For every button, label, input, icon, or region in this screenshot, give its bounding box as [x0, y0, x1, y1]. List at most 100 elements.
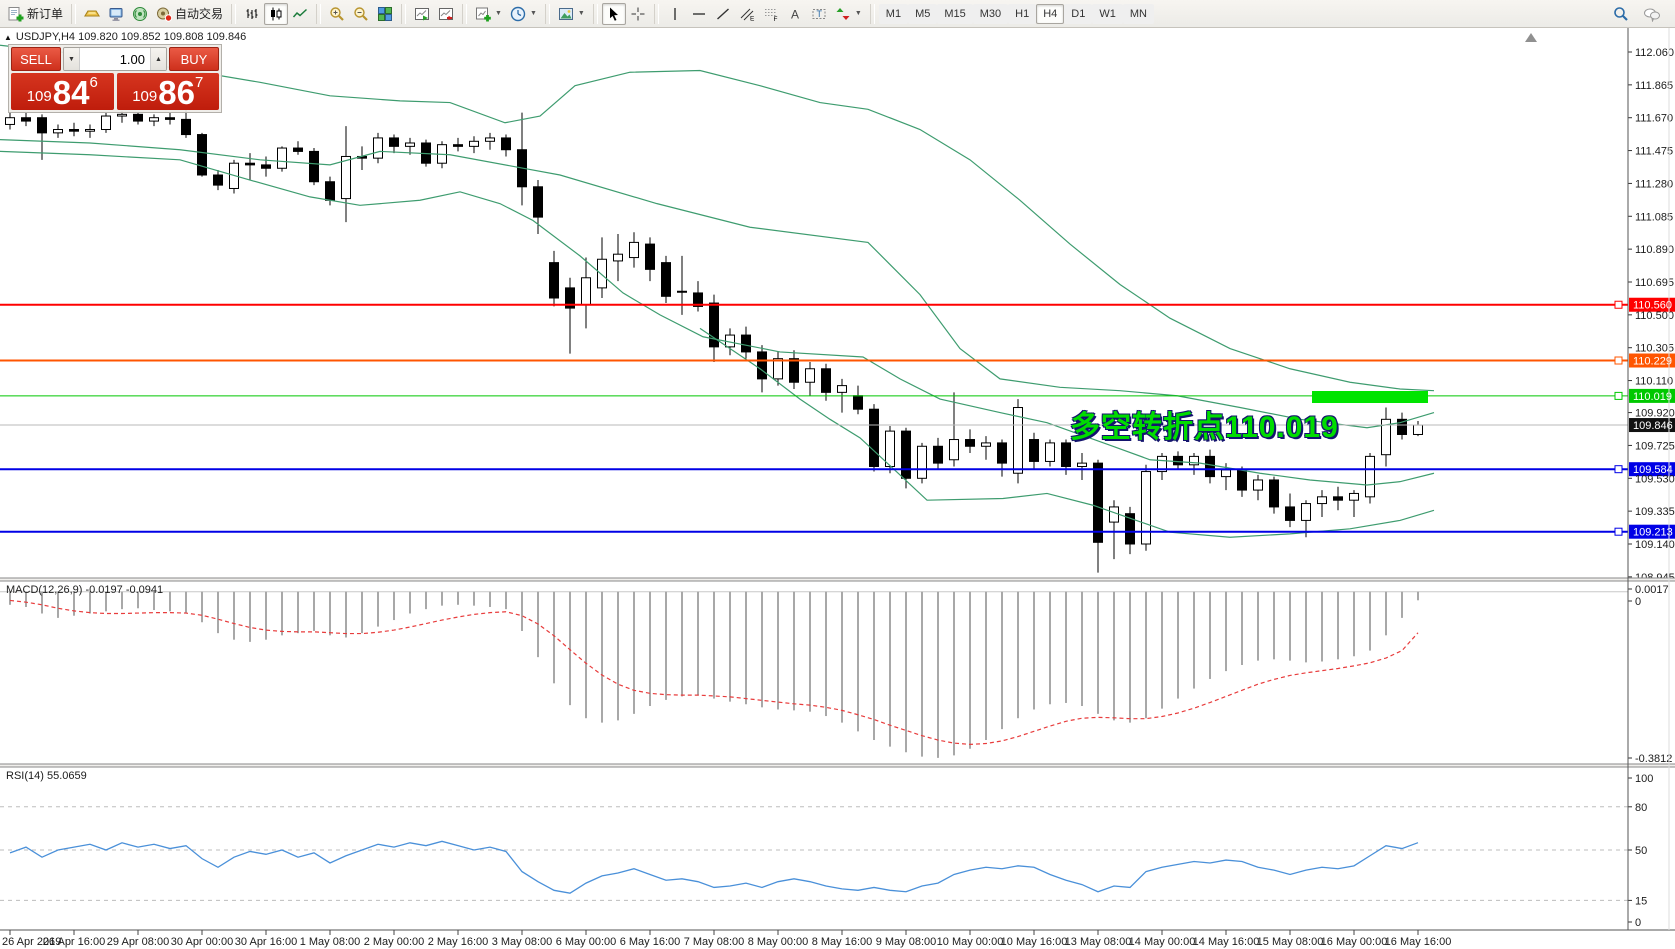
line-handle[interactable]: [1614, 356, 1623, 365]
crosshair-button[interactable]: [626, 3, 650, 25]
time-tick-label: 26 Apr 2019: [2, 936, 61, 948]
chat-button[interactable]: [1639, 3, 1665, 25]
bar-chart-button[interactable]: [240, 3, 264, 25]
timeframe-m15-button[interactable]: M15: [937, 3, 973, 24]
signals-button[interactable]: [128, 3, 152, 25]
price-tick-label: 109.335: [1635, 506, 1675, 518]
candlestick-chart-button[interactable]: [264, 2, 289, 25]
bear-candle: [693, 292, 703, 307]
volume-decrease-button[interactable]: ▼: [64, 48, 80, 70]
equidistant-channel-button[interactable]: E: [735, 3, 759, 25]
buy-button[interactable]: BUY: [169, 47, 219, 71]
window-menu-icon[interactable]: ▲: [4, 33, 12, 42]
bars-icon: [246, 8, 258, 19]
new-order-button[interactable]: 新订单: [4, 3, 67, 25]
auto-scroll-button[interactable]: [410, 3, 434, 25]
text-label-button[interactable]: T: [807, 3, 831, 25]
volume-input[interactable]: [80, 48, 150, 70]
bull-candle: [1189, 455, 1199, 466]
chart-shift-marker[interactable]: [1525, 33, 1537, 42]
rsi-axis-label: 100: [1635, 773, 1653, 785]
bear-candle: [1205, 455, 1215, 478]
pane-divider[interactable]: [0, 578, 1675, 581]
zoom-in-button[interactable]: [325, 3, 349, 25]
metaeditor-button[interactable]: [104, 3, 128, 25]
time-tick-label: 10 May 00:00: [937, 936, 1004, 948]
chart-annotation[interactable]: 多空转折点110.019: [1070, 411, 1339, 444]
time-tick-label: 8 May 00:00: [748, 936, 809, 948]
timeframe-h1-button[interactable]: H1: [1008, 3, 1037, 24]
timeframe-w1-button[interactable]: W1: [1092, 3, 1123, 24]
timeframe-m30-button[interactable]: M30: [972, 3, 1009, 24]
line-handle[interactable]: [1614, 527, 1623, 536]
pane-divider[interactable]: [0, 764, 1675, 767]
toolbar-right-icons: [1609, 3, 1671, 25]
line-handle[interactable]: [1614, 391, 1623, 400]
zoom-in-icon: [330, 6, 344, 21]
time-tick-label: 15 May 08:00: [1257, 936, 1324, 948]
bear-candle: [1173, 455, 1183, 466]
toolbar-separator: [869, 3, 875, 24]
period-button[interactable]: ▼: [506, 3, 541, 25]
line-handle[interactable]: [1614, 465, 1623, 474]
price-tick-label: 109.530: [1635, 473, 1675, 485]
cursor-button[interactable]: [601, 2, 626, 25]
bull-candle: [1045, 442, 1055, 462]
bear-candle: [21, 117, 31, 122]
shift-icon: [439, 7, 454, 20]
market-watch-button[interactable]: [80, 3, 104, 25]
price-tick-label: 110.500: [1635, 310, 1674, 322]
line-icon: [292, 8, 308, 17]
text-button[interactable]: A: [783, 3, 807, 25]
template-button[interactable]: ▼: [554, 3, 589, 25]
search-button[interactable]: [1609, 3, 1633, 25]
price-line-label: [1629, 524, 1675, 539]
bear-candle: [709, 302, 719, 348]
macd-axis-label: 0.0017: [1635, 584, 1669, 596]
timeframe-mn-button[interactable]: MN: [1122, 3, 1154, 24]
timeframe-h4-button[interactable]: H4: [1036, 3, 1065, 24]
highlight-rectangle[interactable]: [1312, 391, 1428, 403]
bear-candle: [645, 243, 655, 270]
price-tick-label: 111.670: [1635, 113, 1673, 125]
bear-candle: [37, 117, 47, 134]
sell-button[interactable]: SELL: [11, 47, 61, 71]
volume-increase-button[interactable]: ▲: [150, 48, 166, 70]
chart-shift-button[interactable]: [434, 3, 458, 25]
macd-axis-label: 0: [1635, 596, 1641, 608]
band-mid_lower: [0, 150, 1435, 486]
vertical-line-button[interactable]: [663, 3, 687, 25]
price-line-label-text: 110.560: [1633, 300, 1672, 312]
line-chart-button[interactable]: [288, 3, 312, 25]
fibonacci-button[interactable]: F: [759, 3, 783, 25]
new-chart-button[interactable]: ▼: [471, 3, 506, 25]
vline-icon: [674, 7, 676, 20]
bid-main: 84: [52, 74, 90, 111]
timeframe-d1-button[interactable]: D1: [1064, 3, 1093, 24]
tile-windows-button[interactable]: [373, 3, 397, 25]
autotrading-button[interactable]: 自动交易: [152, 3, 227, 25]
trendline-button[interactable]: [711, 3, 735, 25]
bid-price[interactable]: 109 84 6: [11, 73, 114, 110]
timeframe-m1-button[interactable]: M1: [878, 3, 909, 24]
bear-candle: [741, 334, 751, 353]
bear-candle: [869, 408, 879, 467]
bull-candle: [1301, 503, 1311, 521]
timeframe-m5-button[interactable]: M5: [908, 3, 938, 24]
textA-icon: A: [791, 7, 799, 21]
time-tick-label: 16 May 00:00: [1321, 936, 1388, 948]
bear-candle: [213, 174, 223, 186]
band-mid_upper: [0, 139, 1435, 429]
ask-price[interactable]: 109 86 7: [116, 73, 219, 110]
line-handle[interactable]: [1614, 300, 1623, 309]
chat-icon: [1644, 8, 1660, 22]
bull-candle: [629, 241, 639, 259]
zoom-out-button[interactable]: [349, 3, 373, 25]
autotrading-button-label: 自动交易: [175, 7, 224, 21]
rsi-axis-label: 50: [1635, 845, 1647, 857]
arrows-button[interactable]: ▼: [831, 3, 866, 25]
bear-candle: [261, 164, 271, 169]
horizontal-line-button[interactable]: [687, 3, 711, 25]
template-icon: [558, 7, 573, 20]
signal-icon: [133, 6, 148, 21]
